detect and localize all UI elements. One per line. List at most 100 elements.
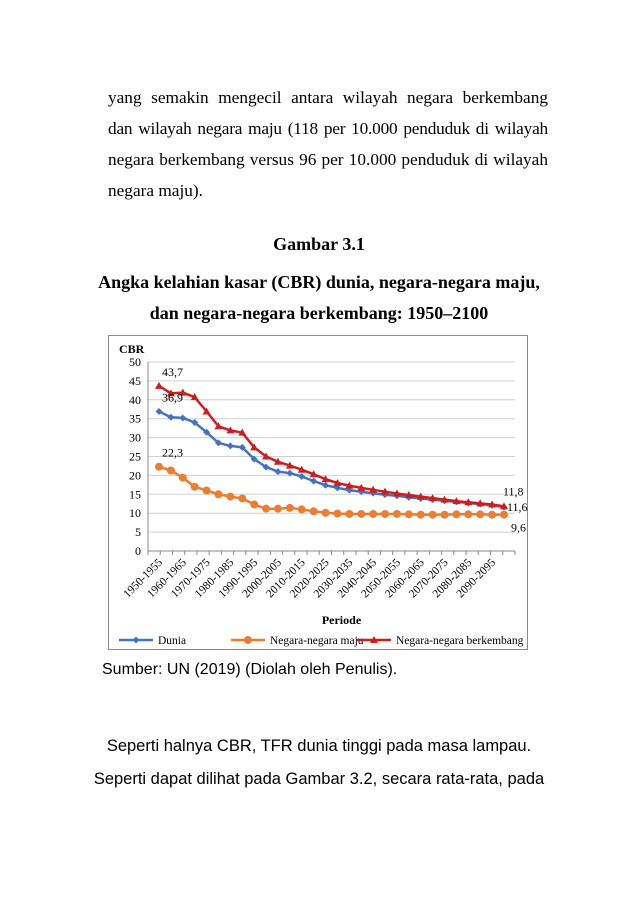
legend-marker	[132, 636, 140, 644]
data-label: 9,6	[511, 521, 526, 535]
chart-frame: CBR 0 5 10 15 20 25 30 35 40 45 50 1950-1955 1960-196…	[108, 335, 528, 650]
data-point	[155, 381, 163, 389]
data-point	[321, 475, 330, 483]
data-point	[476, 499, 485, 507]
data-point	[381, 491, 389, 499]
data-point	[476, 510, 485, 519]
data-point	[179, 414, 187, 422]
cbr-line-chart: CBR051015202530354045501950-19551960-196…	[119, 342, 528, 647]
data-point	[214, 439, 222, 447]
x-axis-title: Periode	[322, 613, 362, 627]
y-tick-label: 10	[129, 506, 141, 520]
data-point	[297, 465, 306, 473]
y-axis-title: CBR	[119, 342, 145, 356]
data-point	[167, 413, 175, 421]
data-point	[392, 509, 401, 518]
data-point	[273, 457, 282, 465]
figure-title-line: Angka kelahian kasar (CBR) dunia, negara…	[98, 272, 540, 292]
y-tick-label: 50	[129, 355, 141, 369]
data-point	[297, 505, 306, 514]
data-point	[155, 462, 163, 471]
y-tick-label: 35	[129, 412, 141, 426]
data-point	[345, 481, 354, 489]
data-point	[262, 504, 271, 513]
y-tick-label: 20	[129, 468, 141, 482]
data-point	[416, 510, 425, 519]
y-tick-label: 15	[129, 487, 141, 501]
source-note: Sumber: UN (2019) (Diolah oleh Penulis).	[102, 661, 398, 678]
y-tick-label: 0	[135, 544, 141, 558]
legend-label: Negara-negara berkembang	[396, 635, 524, 647]
data-point	[273, 504, 282, 513]
y-tick-label: 40	[129, 393, 141, 407]
paragraph-1-line: negara berkembang versus 96 per 10.000 p…	[108, 150, 548, 169]
data-point	[214, 422, 223, 430]
y-tick-label: 5	[135, 525, 141, 539]
data-point	[309, 470, 318, 478]
data-point	[191, 418, 199, 426]
data-point	[155, 408, 163, 416]
data-point	[238, 443, 246, 451]
data-point	[428, 494, 437, 502]
data-point	[285, 461, 294, 469]
data-point	[500, 502, 508, 510]
figure-title-line: dan negara-negara berkembang: 1950–2100	[149, 303, 489, 323]
paragraph-1-line: negara maju).	[108, 181, 203, 200]
data-point	[226, 442, 234, 450]
data-point	[333, 509, 342, 518]
data-point	[381, 509, 390, 518]
legend-marker	[244, 636, 252, 644]
data-point	[488, 500, 497, 508]
data-point	[166, 389, 175, 397]
data-point	[226, 426, 235, 434]
data-point	[452, 510, 461, 519]
data-point	[226, 492, 235, 501]
figure-label: Gambar 3.1	[273, 234, 365, 254]
data-point	[464, 498, 473, 506]
data-point	[202, 486, 211, 495]
paragraph-1: yang semakin mengecil antara wilayah neg…	[108, 82, 548, 206]
data-point	[309, 507, 318, 516]
data-point	[357, 509, 366, 518]
data-point	[321, 508, 330, 517]
data-point	[404, 510, 413, 519]
data-label: 11,6	[507, 500, 527, 514]
data-point	[166, 466, 175, 475]
data-point	[464, 510, 473, 519]
y-tick-label: 45	[129, 374, 141, 388]
data-point	[345, 509, 354, 518]
data-point	[238, 494, 247, 503]
data-point	[202, 407, 211, 415]
data-point	[250, 500, 259, 509]
data-point	[333, 484, 341, 492]
data-point	[286, 469, 294, 477]
y-tick-label: 25	[129, 450, 141, 464]
series-line-2	[158, 465, 504, 516]
paragraph-1-line: yang semakin mengecil antara wilayah neg…	[108, 88, 548, 107]
data-point	[285, 503, 294, 512]
data-point	[178, 473, 187, 482]
data-point	[190, 393, 199, 401]
data-point	[416, 492, 425, 500]
data-point	[298, 473, 306, 481]
data-label: 11,8	[503, 484, 524, 498]
legend-marker	[370, 636, 378, 643]
data-point	[238, 428, 247, 436]
data-point	[262, 463, 270, 471]
data-point	[392, 489, 401, 497]
legend-label: Negara-negara maju	[270, 635, 364, 647]
data-label: 43,7	[162, 365, 183, 379]
paragraph-2: Seperti halnya CBR, TFR dunia tinggi pad…	[0, 730, 638, 796]
y-tick-label: 30	[129, 431, 141, 445]
data-point	[404, 491, 413, 499]
figure-title: Angka kelahian kasar (CBR) dunia, negara…	[0, 267, 638, 329]
paragraph-2-line: Seperti halnya CBR, TFR dunia tinggi pad…	[106, 737, 532, 755]
data-point	[333, 478, 342, 486]
data-point	[203, 428, 211, 436]
data-point	[440, 495, 449, 503]
data-point	[190, 482, 199, 491]
data-point	[178, 388, 187, 396]
paragraph-1-line: dan wilayah negara maju (118 per 10.000 …	[108, 119, 548, 138]
data-point	[250, 455, 258, 463]
data-point	[381, 487, 390, 495]
